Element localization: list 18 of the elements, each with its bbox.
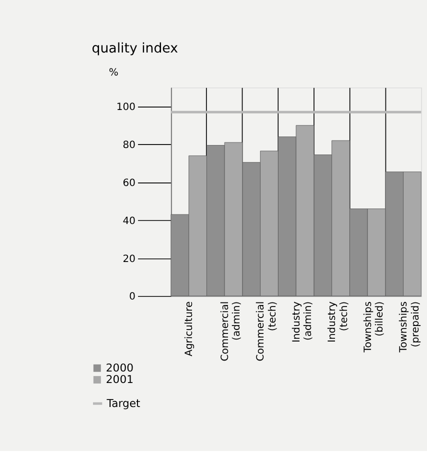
legend-label: 2000: [106, 361, 134, 374]
y-axis-title: %: [108, 67, 118, 78]
x-tick-label: Agriculture: [184, 301, 196, 356]
x-tick-label: Townships (prepaid): [398, 301, 422, 354]
y-tick-label: 60: [122, 178, 136, 189]
x-tick-label: Townships (billed): [362, 301, 386, 354]
legend-label: Target: [106, 396, 140, 410]
x-tick-label: Industry (tech): [327, 301, 350, 343]
chart-title: quality index: [92, 41, 178, 56]
x-tick-label: Commercial (tech): [256, 301, 278, 362]
legend-label: 2001: [106, 373, 134, 386]
x-tick-label: Commercial (admin): [220, 301, 243, 362]
y-tick-label: 40: [122, 216, 136, 227]
y-tick-label: 20: [122, 254, 136, 265]
y-tick-label: 100: [116, 102, 136, 114]
y-tick-label: 80: [122, 140, 136, 152]
y-tick-label: 0: [129, 292, 136, 303]
x-tick-label: Industry (admin): [291, 301, 314, 343]
